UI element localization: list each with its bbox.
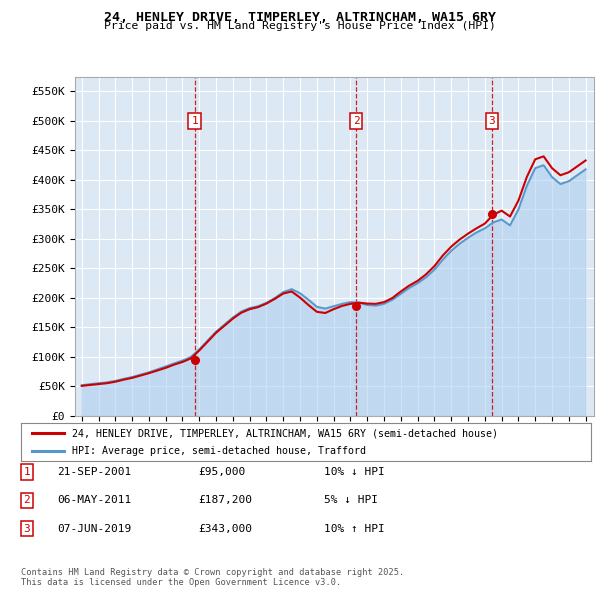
Text: £95,000: £95,000 — [198, 467, 245, 477]
Text: 10% ↓ HPI: 10% ↓ HPI — [324, 467, 385, 477]
Text: 2: 2 — [353, 116, 359, 126]
Text: 21-SEP-2001: 21-SEP-2001 — [57, 467, 131, 477]
Text: Price paid vs. HM Land Registry's House Price Index (HPI): Price paid vs. HM Land Registry's House … — [104, 21, 496, 31]
Text: HPI: Average price, semi-detached house, Trafford: HPI: Average price, semi-detached house,… — [73, 446, 366, 456]
Text: 06-MAY-2011: 06-MAY-2011 — [57, 496, 131, 505]
Text: 1: 1 — [23, 467, 31, 477]
Text: £343,000: £343,000 — [198, 524, 252, 533]
Text: 3: 3 — [23, 524, 31, 533]
Text: 07-JUN-2019: 07-JUN-2019 — [57, 524, 131, 533]
Text: 3: 3 — [488, 116, 496, 126]
Text: 24, HENLEY DRIVE, TIMPERLEY, ALTRINCHAM, WA15 6RY: 24, HENLEY DRIVE, TIMPERLEY, ALTRINCHAM,… — [104, 11, 496, 24]
Text: 10% ↑ HPI: 10% ↑ HPI — [324, 524, 385, 533]
Text: 1: 1 — [191, 116, 198, 126]
Text: £187,200: £187,200 — [198, 496, 252, 505]
Text: 5% ↓ HPI: 5% ↓ HPI — [324, 496, 378, 505]
Text: 2: 2 — [23, 496, 31, 505]
Text: Contains HM Land Registry data © Crown copyright and database right 2025.
This d: Contains HM Land Registry data © Crown c… — [21, 568, 404, 587]
Text: 24, HENLEY DRIVE, TIMPERLEY, ALTRINCHAM, WA15 6RY (semi-detached house): 24, HENLEY DRIVE, TIMPERLEY, ALTRINCHAM,… — [73, 428, 499, 438]
